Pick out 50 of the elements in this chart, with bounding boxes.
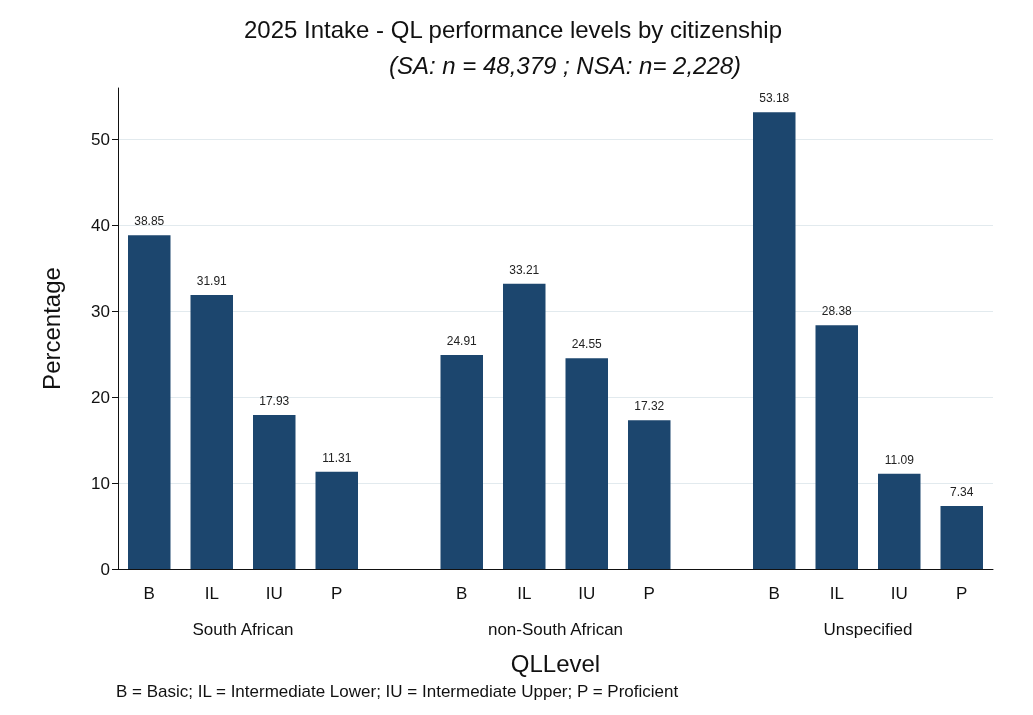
bar <box>940 505 983 569</box>
data-label: 11.09 <box>884 452 915 467</box>
text: B = Basic; IL = Intermediate Lower; IU = Intermediate Upper; P = Proficient <box>116 682 679 701</box>
x-tick-label: IU <box>890 584 908 603</box>
bar <box>128 235 171 569</box>
bar <box>315 471 358 569</box>
bar <box>815 325 858 569</box>
y-tick-label: 20 <box>91 387 110 407</box>
data-label: 17.93 <box>259 393 290 408</box>
bar <box>503 283 546 569</box>
bar <box>565 358 608 569</box>
text: Unspecified <box>823 620 913 639</box>
data-label: 38.85 <box>134 214 165 229</box>
data-label: 24.91 <box>446 334 478 349</box>
x-tick-label: IL <box>204 584 219 603</box>
x-tick-label: IU <box>578 584 596 603</box>
data-label: 53.18 <box>759 91 790 106</box>
bar <box>753 112 796 569</box>
x-tick-label: P <box>331 584 343 603</box>
data-label: 17.32 <box>634 399 665 414</box>
x-tick-label: B <box>768 584 780 603</box>
x-tick-label: IL <box>829 584 844 603</box>
bar <box>878 473 921 569</box>
data-label: 28.38 <box>821 304 853 319</box>
y-tick-label: 30 <box>91 301 110 321</box>
bar <box>190 294 233 569</box>
data-label: 24.55 <box>571 337 603 352</box>
data-label: 33.21 <box>509 262 540 277</box>
x-tick-label: P <box>643 584 655 603</box>
text: non-South African <box>487 620 624 639</box>
bar <box>440 355 483 569</box>
x-tick-label: B <box>143 584 155 603</box>
x-tick-label: IU <box>265 584 283 603</box>
chart-subtitle: (SA: n = 48,379 ; NSA: n= 2,228) <box>388 51 742 79</box>
bar <box>628 420 671 569</box>
y-tick-label: 50 <box>91 130 110 150</box>
chart-title: 2025 Intake - QL performance levels by citizenship <box>243 15 783 43</box>
x-tick-label: B <box>456 584 468 603</box>
x-tick-label: IL <box>517 584 532 603</box>
bar <box>253 414 296 569</box>
data-label: 31.91 <box>196 273 228 288</box>
data-label: 7.34 <box>950 484 974 499</box>
x-tick-label: P <box>956 584 968 603</box>
text: South African <box>192 620 294 639</box>
data-label: 11.31 <box>322 450 352 465</box>
y-tick-label: 10 <box>91 473 110 493</box>
y-tick-label: 40 <box>91 215 110 235</box>
y-axis-title: Percentage <box>37 267 65 390</box>
x-axis-title: QLLevel <box>510 649 601 677</box>
y-tick-label: 0 <box>100 559 110 579</box>
